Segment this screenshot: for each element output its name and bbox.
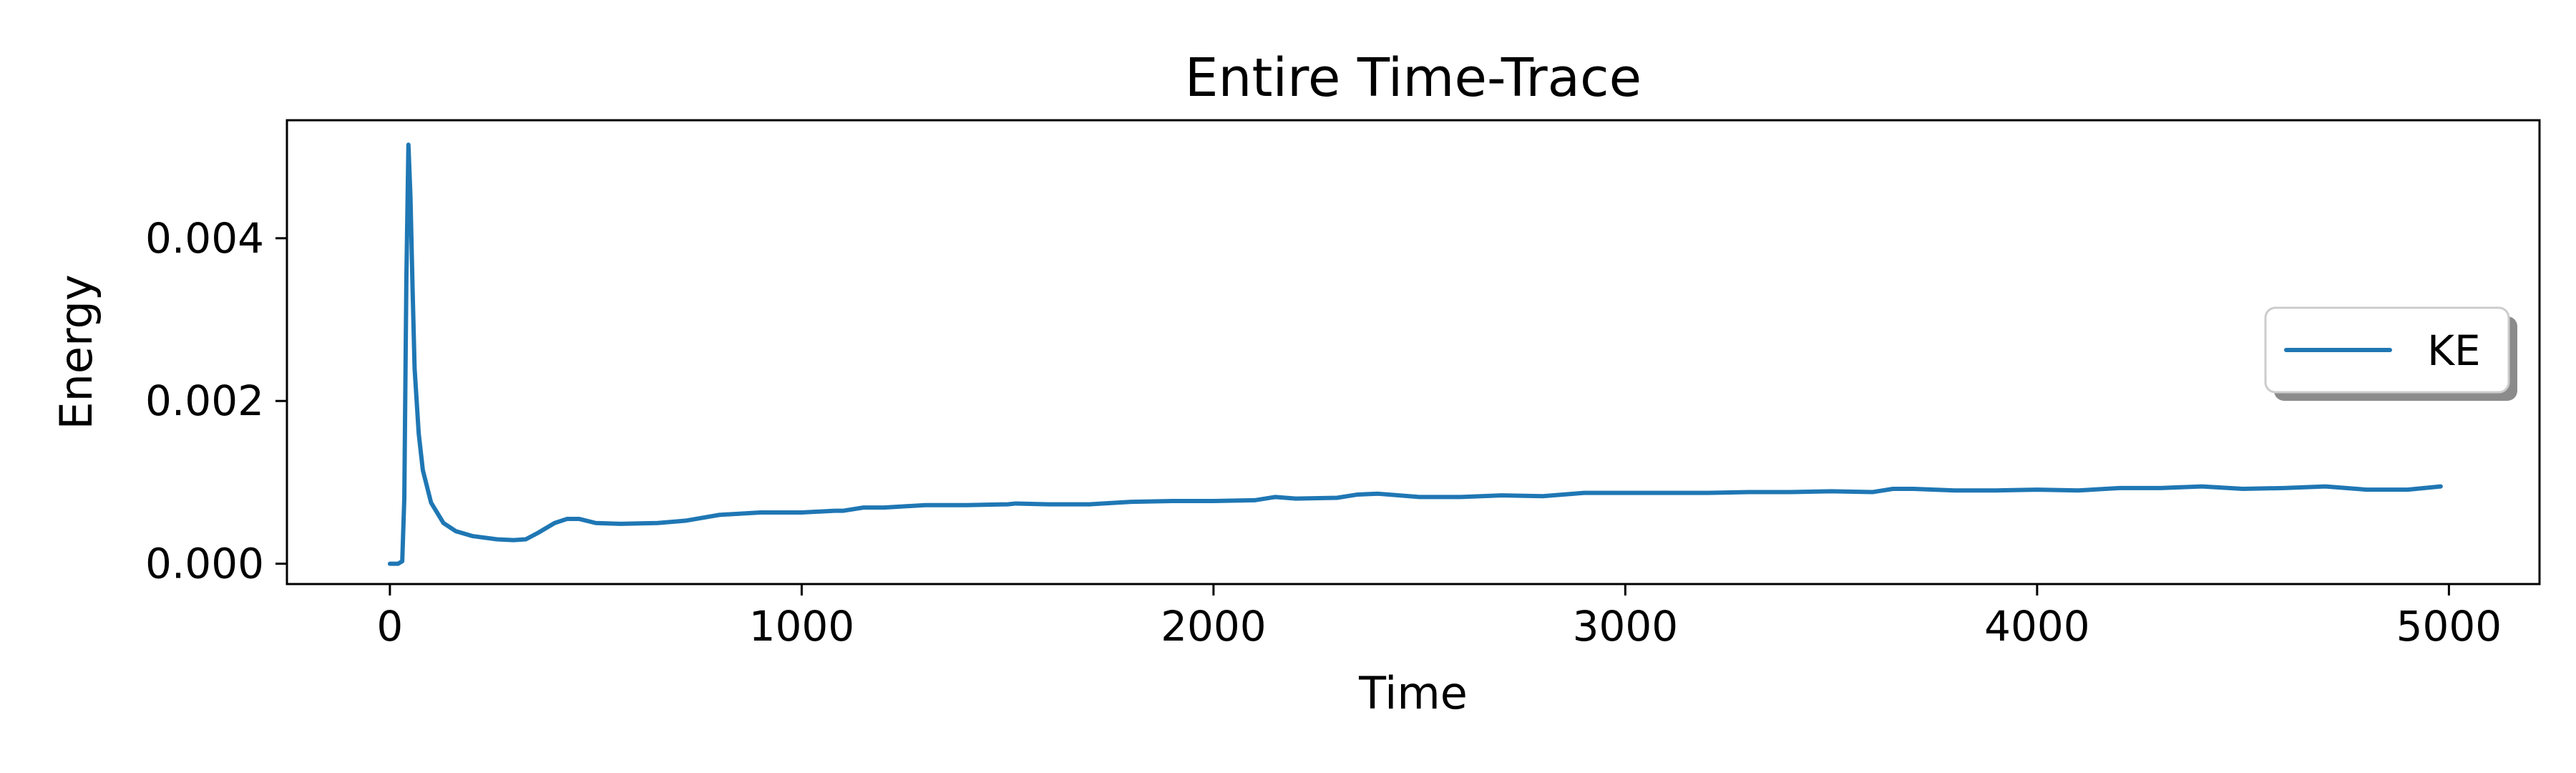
series-layer (387, 142, 2443, 566)
x-axis-ticks: 0 1000 2000 3000 4000 5000 (376, 584, 2502, 651)
chart-title: Entire Time-Trace (1185, 47, 1641, 109)
plot-frame (286, 119, 2541, 585)
y-tick-label: 0.002 (145, 376, 264, 425)
x-tick-label: 2000 (1161, 602, 1267, 651)
y-tick-label: 0.004 (145, 214, 264, 263)
y-axis-label: Energy (50, 274, 102, 429)
x-axis-label: Time (1358, 667, 1468, 719)
x-tick-label: 3000 (1573, 602, 1679, 651)
legend-label-ke: KE (2427, 326, 2481, 375)
y-axis-ticks: 0.000 0.002 0.004 (145, 214, 287, 588)
x-tick-label: 4000 (1984, 602, 2090, 651)
x-tick-label: 5000 (2396, 602, 2502, 651)
series-line-ke (387, 142, 2443, 566)
legend: KE (2264, 306, 2517, 401)
x-tick-label: 1000 (749, 602, 855, 651)
y-tick-label: 0.000 (145, 540, 264, 588)
x-tick-label: 0 (376, 602, 403, 651)
